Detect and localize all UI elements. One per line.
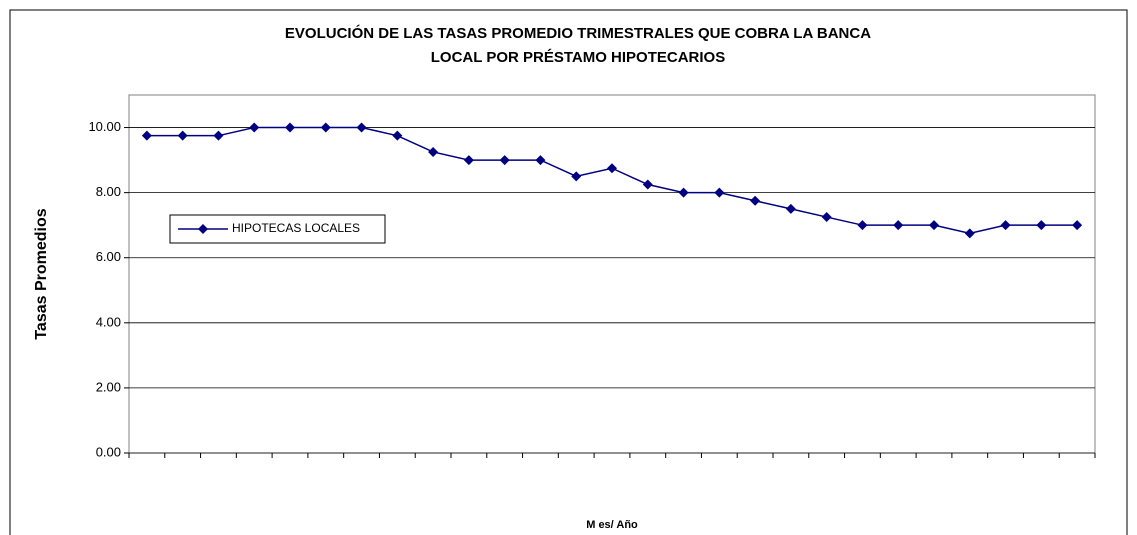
data-point [821, 212, 832, 223]
data-point [964, 228, 975, 239]
data-point [177, 130, 188, 141]
data-point [785, 203, 796, 214]
data-point [678, 187, 689, 198]
data-point [571, 171, 582, 182]
y-axis-label: Tasas Promedios [33, 208, 50, 339]
data-point [141, 130, 152, 141]
data-point [607, 163, 617, 174]
data-point [249, 122, 260, 133]
data-point [320, 122, 331, 133]
y-tick-label: 10.00 [88, 119, 121, 134]
data-point [750, 195, 761, 206]
x-axis-label: M es/ Año [586, 519, 638, 531]
y-tick-label: 6.00 [96, 249, 121, 264]
plot-area [128, 94, 1096, 454]
data-point [642, 179, 653, 190]
chart-title: LOCAL POR PRÉSTAMO HIPOTECARIOS [431, 49, 725, 66]
data-point [285, 122, 295, 133]
data-point [535, 155, 546, 166]
data-point [929, 220, 939, 231]
y-tick-label: 2.00 [96, 379, 121, 394]
data-point [356, 122, 367, 133]
data-point [499, 155, 510, 166]
data-point [893, 220, 904, 231]
data-point [428, 146, 439, 157]
data-point [714, 187, 725, 198]
data-point [1072, 220, 1083, 231]
data-point [392, 130, 403, 141]
data-point [1036, 220, 1047, 231]
legend-label: HIPOTECAS LOCALES [232, 221, 360, 235]
data-point [857, 220, 868, 231]
data-point [463, 155, 474, 166]
data-point [1000, 220, 1011, 231]
y-tick-label: 4.00 [96, 314, 121, 329]
chart-title: EVOLUCIÓN DE LAS TASAS PROMEDIO TRIMESTR… [285, 24, 871, 42]
data-point [213, 130, 224, 141]
y-tick-label: 0.00 [96, 444, 121, 459]
y-tick-label: 8.00 [96, 184, 121, 199]
legend-marker [198, 224, 208, 234]
